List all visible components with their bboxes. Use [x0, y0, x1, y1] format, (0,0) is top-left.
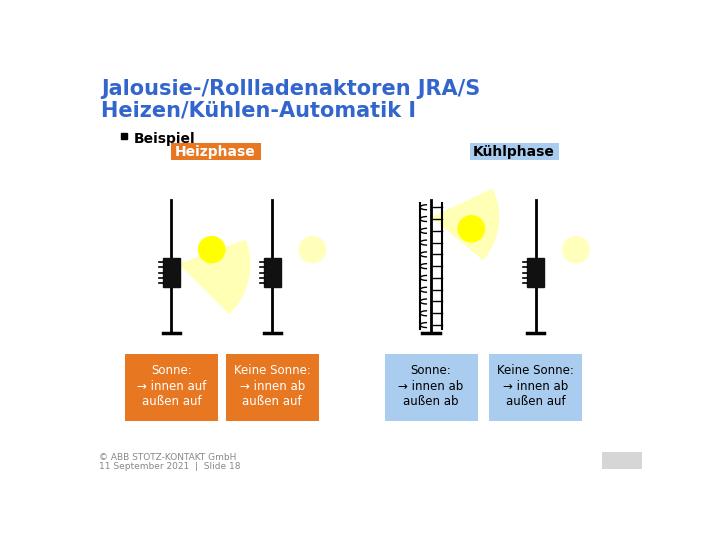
Circle shape	[458, 215, 485, 242]
Bar	[163, 258, 180, 287]
Bar	[527, 258, 544, 287]
Text: Heizphase: Heizphase	[175, 145, 256, 159]
Text: Heizen/Kühlen-Automatik I: Heizen/Kühlen-Automatik I	[101, 100, 416, 120]
Text: → innen auf: → innen auf	[137, 380, 206, 393]
Circle shape	[300, 237, 325, 262]
Circle shape	[199, 237, 225, 262]
Text: Beispiel: Beispiel	[133, 132, 195, 146]
Text: Sonne:: Sonne:	[410, 364, 451, 377]
Text: Jalousie-/Rollladenaktoren JRA/S: Jalousie-/Rollladenaktoren JRA/S	[101, 79, 480, 99]
Polygon shape	[433, 190, 498, 259]
Bar	[264, 258, 281, 287]
FancyBboxPatch shape	[469, 143, 559, 160]
Text: 11 September 2021  |  Slide 18: 11 September 2021 | Slide 18	[99, 462, 240, 471]
Text: → innen ab: → innen ab	[398, 380, 464, 393]
Text: außen auf: außen auf	[243, 395, 302, 408]
Bar	[121, 132, 127, 139]
Text: außen ab: außen ab	[403, 395, 459, 408]
Text: Keine Sonne:: Keine Sonne:	[498, 364, 574, 377]
Text: Sonne:: Sonne:	[151, 364, 192, 377]
Text: außen auf: außen auf	[506, 395, 565, 408]
Text: Keine Sonne:: Keine Sonne:	[234, 364, 310, 377]
FancyBboxPatch shape	[489, 354, 582, 421]
FancyBboxPatch shape	[601, 452, 642, 469]
Text: außen auf: außen auf	[142, 395, 201, 408]
FancyBboxPatch shape	[384, 354, 477, 421]
Circle shape	[563, 237, 589, 262]
Text: Kühlphase: Kühlphase	[473, 145, 555, 159]
Text: → innen ab: → innen ab	[503, 380, 568, 393]
Text: © ABB STOTZ-KONTAKT GmbH: © ABB STOTZ-KONTAKT GmbH	[99, 453, 237, 462]
FancyBboxPatch shape	[171, 143, 261, 160]
Polygon shape	[180, 240, 250, 313]
FancyBboxPatch shape	[225, 354, 319, 421]
Text: → innen ab: → innen ab	[240, 380, 305, 393]
FancyBboxPatch shape	[125, 354, 218, 421]
